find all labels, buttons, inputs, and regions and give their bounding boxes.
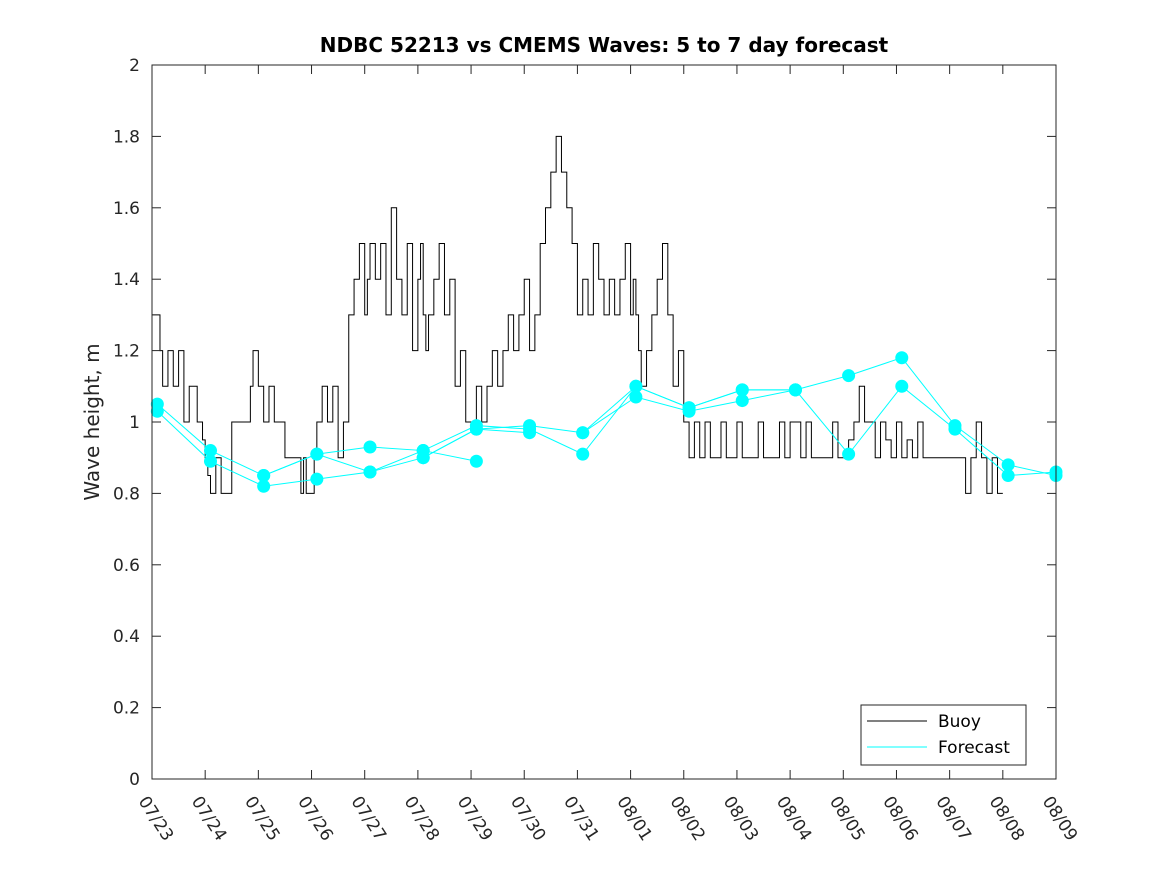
chart-title: NDBC 52213 vs CMEMS Waves: 5 to 7 day fo… (320, 33, 889, 57)
forecast-point (310, 447, 324, 461)
forecast-point (682, 401, 696, 415)
forecast-point (576, 426, 590, 440)
forecast-point (735, 394, 749, 408)
forecast-point (363, 440, 377, 454)
forecast-point (1001, 469, 1015, 483)
y-axis-label: Wave height, m (80, 343, 104, 500)
forecast-point (948, 422, 962, 436)
y-tick-label: 2 (129, 56, 140, 76)
forecast-point (895, 379, 909, 393)
forecast-point (1001, 458, 1015, 472)
y-axis: 0 0.2 0.4 0.6 0.8 1 1.2 1.4 1.6 1.8 2 (113, 56, 1056, 790)
y-tick-label: 0.2 (113, 699, 140, 719)
forecast-point (895, 351, 909, 365)
legend: Buoy Forecast (860, 704, 1027, 766)
forecast-point (469, 454, 483, 468)
legend-buoy-label: Buoy (938, 712, 981, 732)
forecast-point (735, 383, 749, 397)
forecast-point (310, 472, 324, 486)
y-tick-label: 1.2 (113, 342, 140, 362)
forecast-point (257, 469, 271, 483)
forecast-point (469, 422, 483, 436)
y-tick-label: 1.6 (113, 199, 140, 219)
forecast-point (842, 369, 856, 383)
forecast-point (203, 444, 217, 458)
y-tick-label: 1.8 (113, 127, 140, 147)
forecast-point (203, 454, 217, 468)
y-tick-label: 0 (129, 770, 140, 790)
forecast-point (629, 390, 643, 404)
y-tick-label: 0.6 (113, 556, 140, 576)
forecast-point (363, 465, 377, 479)
y-tick-label: 0.8 (113, 484, 140, 504)
forecast-point (576, 447, 590, 461)
y-tick-label: 0.4 (113, 627, 140, 647)
buoy-series-line (152, 135, 1003, 494)
forecast-point (150, 404, 164, 418)
legend-forecast-label: Forecast (938, 738, 1010, 758)
y-tick-label: 1.4 (113, 270, 140, 290)
forecast-point (842, 447, 856, 461)
forecast-point (416, 451, 430, 465)
y-tick-label: 1 (129, 413, 140, 433)
forecast-series-line-5 (582, 385, 1057, 477)
forecast-point (788, 383, 802, 397)
forecast-point (523, 419, 537, 433)
forecast-point (257, 479, 271, 493)
forecast-point (629, 379, 643, 393)
